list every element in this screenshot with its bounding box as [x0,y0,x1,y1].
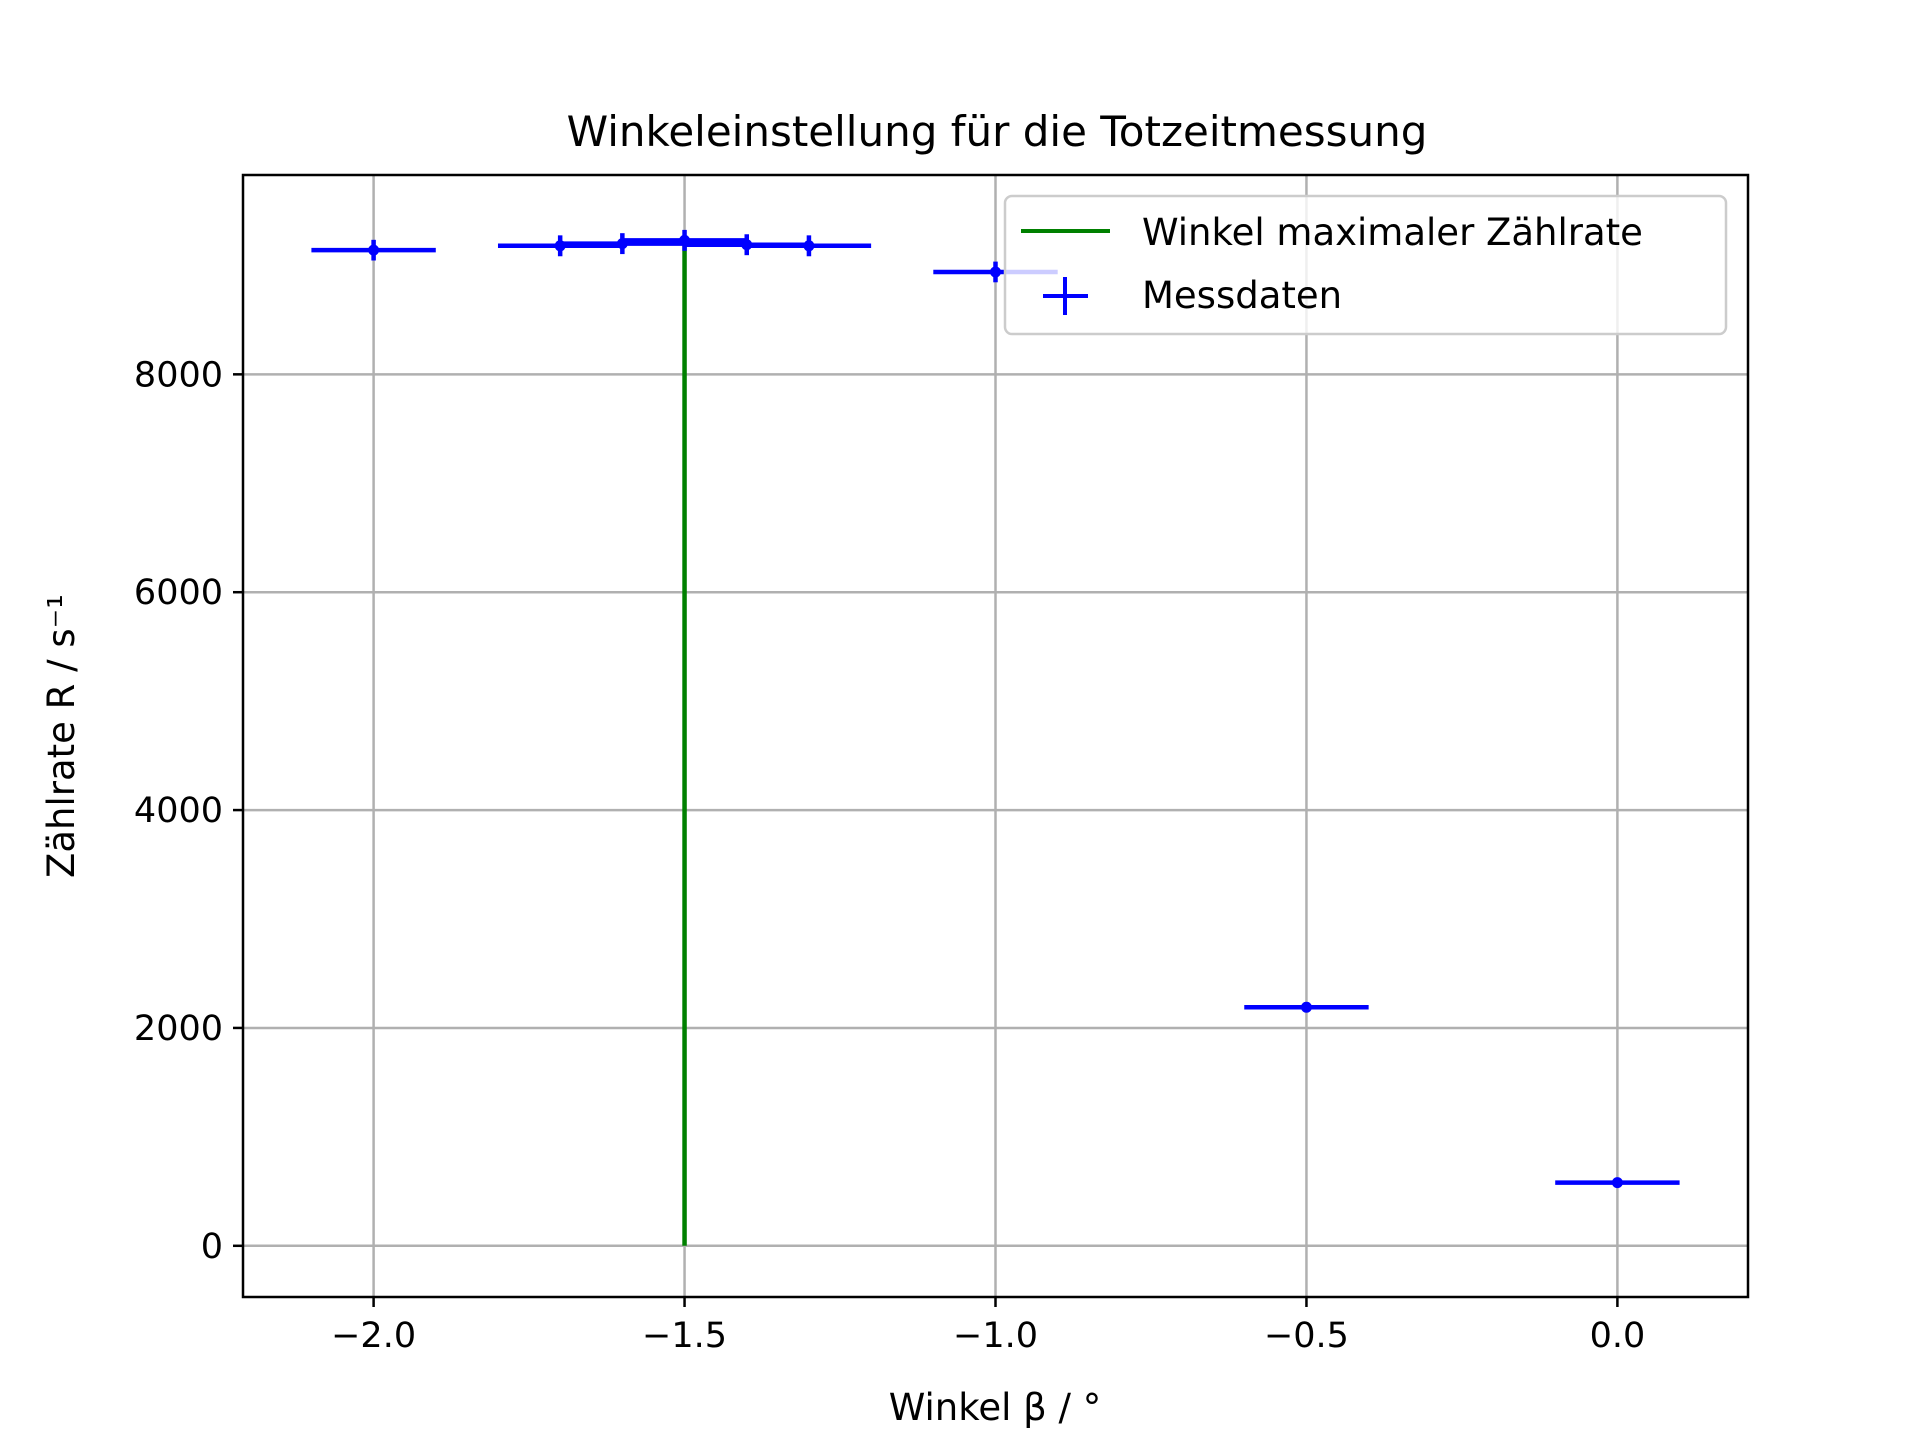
legend-label-messdaten: Messdaten [1142,274,1342,317]
x-axis-ticks: −2.0 −1.5 −1.0 −0.5 0.0 [331,1297,1645,1356]
data-point [746,235,872,257]
x-axis-label: Winkel β / ° [889,1386,1102,1429]
data-points-layer [311,229,1680,1189]
data-point [311,239,436,261]
x-tick-label: −1.5 [642,1316,727,1356]
data-point [1244,1001,1369,1013]
legend-errorbar-swatch [1043,277,1088,315]
x-tick-label: 0.0 [1590,1316,1646,1356]
y-axis-ticks: 0 2000 4000 6000 8000 [134,355,243,1267]
legend: Winkel maximaler Zählrate Messdaten [1003,194,1728,336]
y-tick-label: 6000 [134,573,223,613]
data-marker [1611,1177,1623,1189]
x-tick-label: −2.0 [331,1316,416,1356]
y-axis-label: Zählrate R / s⁻¹ [40,594,83,878]
y-tick-label: 8000 [134,355,223,395]
y-tick-label: 2000 [134,1009,223,1049]
y-tick-label: 0 [201,1227,223,1267]
data-point [1555,1177,1680,1189]
y-tick-label: 4000 [134,791,223,831]
legend-label-max-rate: Winkel maximaler Zählrate [1142,211,1643,254]
data-marker [368,244,380,256]
x-tick-label: −1.0 [953,1316,1038,1356]
data-marker [803,240,815,252]
data-marker [990,266,1001,278]
chart-title: Winkeleinstellung für die Totzeitmessung [567,107,1428,156]
legend-box [1003,194,1728,336]
x-tick-label: −0.5 [1264,1316,1349,1356]
data-marker [1300,1001,1312,1013]
